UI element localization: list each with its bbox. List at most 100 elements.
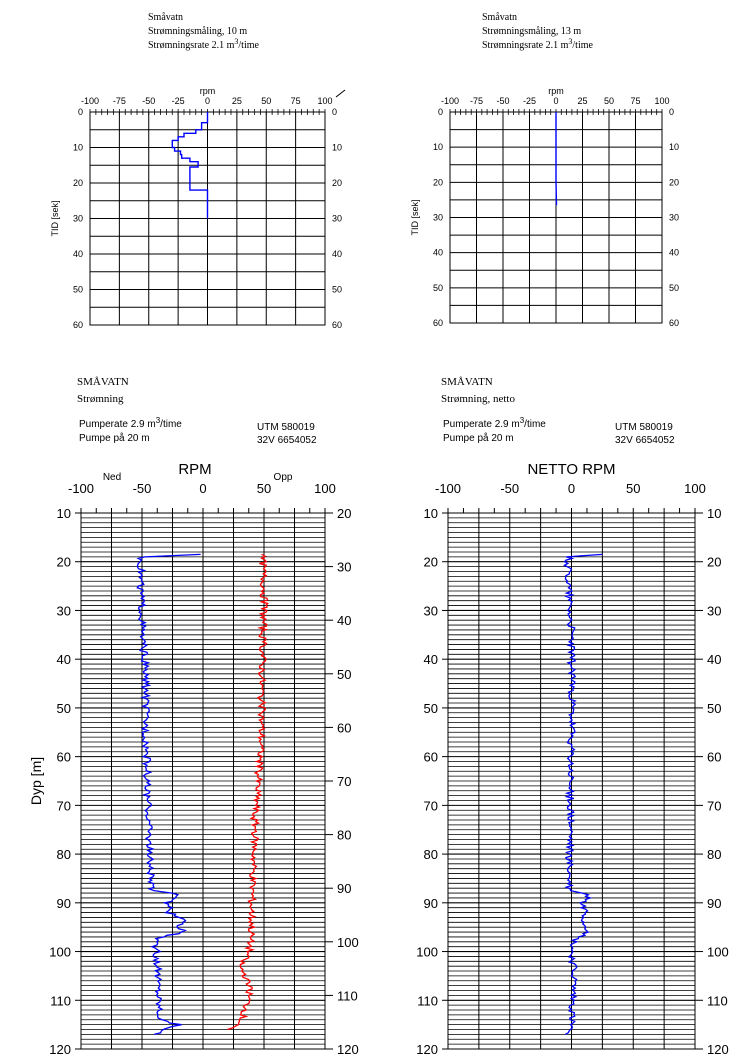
chart3-y-tick-label-right: 20 (337, 506, 351, 521)
chart1-series-line (171, 112, 209, 219)
chart1-y-tick-label-right: 60 (332, 320, 342, 330)
chart4-y-tick-label-right: 40 (707, 652, 721, 667)
chart4-x-tick-label: 100 (684, 481, 706, 496)
chart2-header-line: Småvatn (482, 12, 517, 23)
chart3-y-tick-label-left: 60 (57, 750, 71, 765)
chart3-x-tick-label: 100 (314, 481, 336, 496)
chart3-y-tick-label-right: 70 (337, 774, 351, 789)
chart1-y-tick-label-right: 10 (332, 143, 342, 153)
chart2-x-tick-label: -75 (470, 96, 483, 106)
chart1-y-tick-label-left: 50 (73, 285, 83, 295)
chart2-y-tick-label-left: 30 (433, 213, 443, 223)
chart4-y-tick-label-right: 80 (707, 847, 721, 862)
chart4-x-tick-label: 0 (568, 481, 575, 496)
chart3-y-tick-label-left: 70 (57, 798, 71, 813)
chart1-x-tick-label: 75 (291, 96, 301, 106)
chart1-x-tick-label: 25 (232, 96, 242, 106)
chart3-y-tick-label-right: 80 (337, 828, 351, 843)
chart4-x-tick-label: -100 (435, 481, 461, 496)
chart2-x-tick-label: -50 (496, 96, 509, 106)
chart4-y-tick-label-left: 20 (424, 555, 438, 570)
chart3-y-tick-label-right: 60 (337, 720, 351, 735)
chart4-y-tick-label-left: 100 (416, 945, 438, 960)
chart2-x-tick-label: -100 (441, 96, 459, 106)
chart1-x-tick-label: -25 (172, 96, 185, 106)
chart3-x-tick-label: 0 (199, 481, 206, 496)
chart1-y-tick-label-right: 20 (332, 178, 342, 188)
chart3-series-opp-line (227, 553, 269, 1031)
chart4-series-netto-line (563, 553, 603, 1035)
chart4-utm-easting: UTM 580019 (615, 422, 673, 433)
chart2-y-tick-label-right: 10 (669, 142, 679, 152)
chart4-y-tick-label-left: 90 (424, 896, 438, 911)
chart1-y-tick-label-left: 0 (78, 107, 83, 117)
chart3-x-tick-label: -100 (68, 481, 94, 496)
chart1-x-tick-label: -75 (113, 96, 126, 106)
chart4-y-tick-label-left: 110 (417, 993, 438, 1008)
chart1-y-axis-label: TID [sek] (50, 200, 60, 236)
chart2-x-axis-label: rpm (548, 86, 564, 96)
chart1-x-tick-label: 50 (261, 96, 271, 106)
chart4-y-tick-label-right: 60 (707, 750, 721, 765)
chart4-y-tick-label-left: 60 (424, 750, 438, 765)
chart2-y-tick-label-right: 30 (669, 213, 679, 223)
chart1-x-tick-label: -50 (142, 96, 155, 106)
chart2-y-tick-label-left: 50 (433, 283, 443, 293)
chart4-header-title: SMÅVATN (441, 376, 493, 388)
chart4-utm-northing: 32V 6654052 (615, 435, 675, 446)
chart2-y-tick-label-right: 40 (669, 248, 679, 258)
chart1-y-tick-label-left: 30 (73, 214, 83, 224)
chart2-y-tick-label-right: 0 (669, 107, 674, 117)
chart4-y-tick-label-left: 50 (424, 701, 438, 716)
chart3-y-tick-label-left: 100 (49, 945, 71, 960)
chart3-y-axis-label: Dyp [m] (28, 757, 44, 805)
chart3-series-ned-line (136, 553, 201, 1036)
chart4-y-tick-label-right: 100 (707, 945, 729, 960)
chart4-x-tick-label: -50 (500, 481, 519, 496)
chart4-y-tick-label-left: 40 (424, 652, 438, 667)
chart1-y-tick-label-right: 30 (332, 214, 342, 224)
chart2-y-tick-label-right: 50 (669, 283, 679, 293)
chart1-header-line: Strømningsmåling, 10 m (148, 26, 247, 37)
chart1-header-line: Strømningsrate 2.1 m3/time (148, 37, 260, 51)
chart2-x-tick-label: 25 (577, 96, 587, 106)
chart3-title: RPM (178, 461, 211, 478)
chart3-y-tick-label-left: 50 (57, 701, 71, 716)
chart2-x-tick-label: 50 (604, 96, 614, 106)
chart2-x-tick-label: -25 (523, 96, 536, 106)
chart4-y-tick-label-right: 10 (707, 506, 721, 521)
chart3-y-tick-label-left: 90 (57, 896, 71, 911)
chart1-x-tick-label: -100 (81, 96, 99, 106)
chart4-y-tick-label-left: 10 (424, 506, 438, 521)
chart4-y-tick-label-left: 80 (424, 847, 438, 862)
chart3-y-tick-label-left: 80 (57, 847, 71, 862)
chart3-pump-depth: Pumpe på 20 m (79, 432, 150, 444)
chart1-header-line: Småvatn (148, 12, 183, 23)
chart4-pump-rate: Pumperate 2.9 m3/time (443, 416, 546, 430)
chart3-left-label: Ned (103, 472, 121, 483)
chart2-y-tick-label-left: 40 (433, 248, 443, 258)
chart1-x-axis-label: rpm (200, 86, 216, 96)
chart3-y-tick-label-right: 100 (337, 935, 359, 950)
chart4-y-tick-label-left: 70 (424, 798, 438, 813)
chart4-title: NETTO RPM (527, 461, 615, 478)
chart2-y-tick-label-left: 10 (433, 142, 443, 152)
chart3-y-tick-label-right: 90 (337, 881, 351, 896)
chart2-x-tick-label: 0 (553, 96, 558, 106)
chart1-y-tick-label-right: 40 (332, 249, 342, 259)
chart3-pump-rate: Pumperate 2.9 m3/time (79, 416, 182, 430)
chart1-y-tick-label-right: 50 (332, 285, 342, 295)
chart2-y-tick-label-right: 20 (669, 177, 679, 187)
chart3-utm-easting: UTM 580019 (257, 422, 315, 433)
chart3-y-tick-label-left: 120 (49, 1042, 71, 1057)
chart4-y-tick-label-left: 30 (424, 603, 438, 618)
chart3-right-label: Opp (274, 472, 293, 483)
chart4-y-tick-label-right: 50 (707, 701, 721, 716)
chart1-y-tick-label-left: 60 (73, 320, 83, 330)
chart4-x-tick-label: 50 (626, 481, 640, 496)
chart2-series-line (555, 112, 558, 206)
chart1-x-tick-label: 0 (205, 96, 210, 106)
chart4-y-tick-label-right: 110 (707, 993, 728, 1008)
chart1-y-tick-label-right: 0 (332, 107, 337, 117)
chart3-y-tick-label-left: 110 (50, 993, 71, 1008)
